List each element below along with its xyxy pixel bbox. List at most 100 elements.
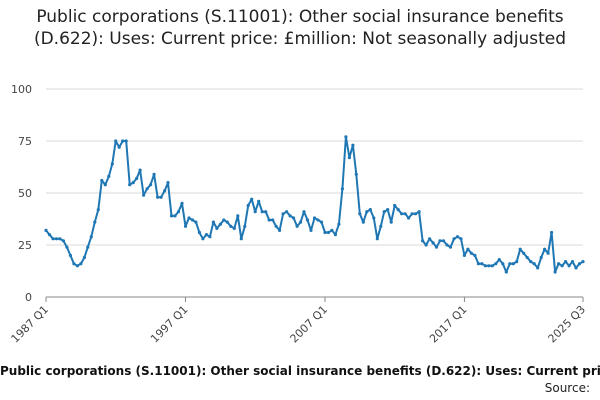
data-point-134: [511, 262, 515, 266]
data-point-75: [305, 218, 310, 222]
data-point-95: [375, 237, 379, 241]
source-label: Source:: [544, 381, 590, 395]
data-point-66: [274, 224, 278, 228]
data-point-79: [319, 220, 324, 224]
data-point-154: [581, 260, 585, 264]
y-tick-label-100: 100: [11, 83, 32, 96]
data-point-17: [103, 183, 107, 187]
data-point-29: [145, 187, 149, 191]
data-point-90: [358, 212, 362, 216]
data-point-106: [414, 212, 418, 216]
y-tick-label-75: 75: [18, 135, 32, 148]
data-point-73: [299, 220, 303, 224]
data-point-123: [473, 253, 477, 257]
data-point-71: [292, 216, 296, 220]
data-point-77: [312, 216, 317, 220]
data-point-130: [497, 258, 501, 262]
x-tick-label-4: 2025 Q3: [546, 303, 589, 346]
data-point-15: [96, 208, 100, 212]
data-point-13: [89, 235, 93, 239]
data-point-91: [361, 220, 365, 224]
x-tick-label-3: 2017 Q1: [427, 303, 470, 346]
data-point-14: [93, 220, 97, 224]
data-point-24: [128, 183, 132, 187]
data-point-33: [159, 195, 163, 199]
data-point-83: [333, 233, 337, 237]
data-point-78: [316, 218, 320, 222]
data-point-40: [183, 224, 188, 228]
data-point-37: [173, 214, 177, 218]
data-point-107: [417, 210, 421, 214]
data-point-136: [518, 247, 522, 251]
data-point-104: [407, 216, 411, 220]
data-point-60: [253, 210, 257, 214]
data-point-30: [149, 183, 153, 187]
data-point-102: [400, 212, 404, 216]
data-point-62: [260, 210, 264, 214]
data-point-96: [379, 224, 383, 228]
data-point-142: [539, 255, 543, 260]
data-point-89: [354, 172, 358, 176]
data-point-51: [222, 218, 226, 222]
data-point-85: [340, 187, 344, 191]
data-point-27: [138, 168, 142, 172]
data-point-38: [176, 210, 181, 214]
data-point-2: [51, 237, 55, 241]
data-point-4: [58, 237, 62, 241]
data-point-115: [445, 243, 449, 247]
data-point-120: [462, 253, 466, 257]
data-point-135: [515, 260, 519, 264]
data-point-42: [190, 218, 195, 222]
data-point-72: [295, 224, 299, 228]
data-point-50: [218, 222, 222, 226]
data-point-114: [441, 239, 446, 243]
y-tick-label-50: 50: [18, 187, 32, 200]
x-tick-label-2: 2007 Q1: [288, 303, 331, 346]
data-point-108: [421, 239, 425, 243]
data-series: [44, 135, 585, 274]
grid-lines: [46, 88, 583, 298]
data-point-131: [501, 262, 505, 266]
data-point-119: [459, 237, 463, 241]
data-point-110: [428, 237, 432, 241]
data-point-61: [257, 199, 261, 203]
data-point-11: [82, 255, 86, 260]
data-point-31: [152, 172, 156, 176]
x-axis: 1987 Q1 1997 Q1 2007 Q1 2017 Q1 2025 Q3: [9, 297, 589, 346]
y-tick-label-0: 0: [25, 291, 32, 304]
data-point-18: [107, 174, 111, 178]
data-point-76: [309, 228, 313, 232]
data-point-69: [285, 210, 289, 214]
data-point-118: [455, 235, 460, 239]
data-point-8: [72, 262, 76, 266]
data-point-19: [110, 162, 114, 166]
data-point-87: [347, 156, 351, 160]
data-point-26: [135, 176, 139, 180]
data-point-149: [564, 260, 568, 264]
data-point-0: [44, 228, 48, 232]
data-point-137: [522, 251, 526, 255]
data-point-147: [557, 262, 561, 266]
data-point-68: [281, 212, 285, 216]
series-line: [45, 135, 584, 273]
data-point-93: [368, 208, 372, 212]
data-point-105: [410, 212, 414, 216]
data-point-59: [250, 197, 254, 201]
data-point-81: [326, 230, 330, 235]
data-point-146: [553, 270, 557, 274]
data-point-7: [68, 253, 72, 257]
data-point-52: [225, 220, 229, 224]
data-point-151: [570, 260, 575, 264]
data-point-12: [86, 245, 90, 249]
data-point-101: [396, 208, 400, 212]
data-point-111: [431, 241, 435, 245]
data-point-56: [239, 237, 243, 241]
data-point-103: [403, 212, 407, 216]
data-point-153: [577, 262, 582, 266]
data-point-145: [550, 230, 554, 235]
data-point-64: [267, 218, 271, 222]
data-point-82: [330, 228, 334, 232]
x-tick-label-0: 1987 Q1: [9, 303, 52, 346]
data-point-125: [480, 262, 484, 266]
data-point-139: [529, 260, 533, 264]
